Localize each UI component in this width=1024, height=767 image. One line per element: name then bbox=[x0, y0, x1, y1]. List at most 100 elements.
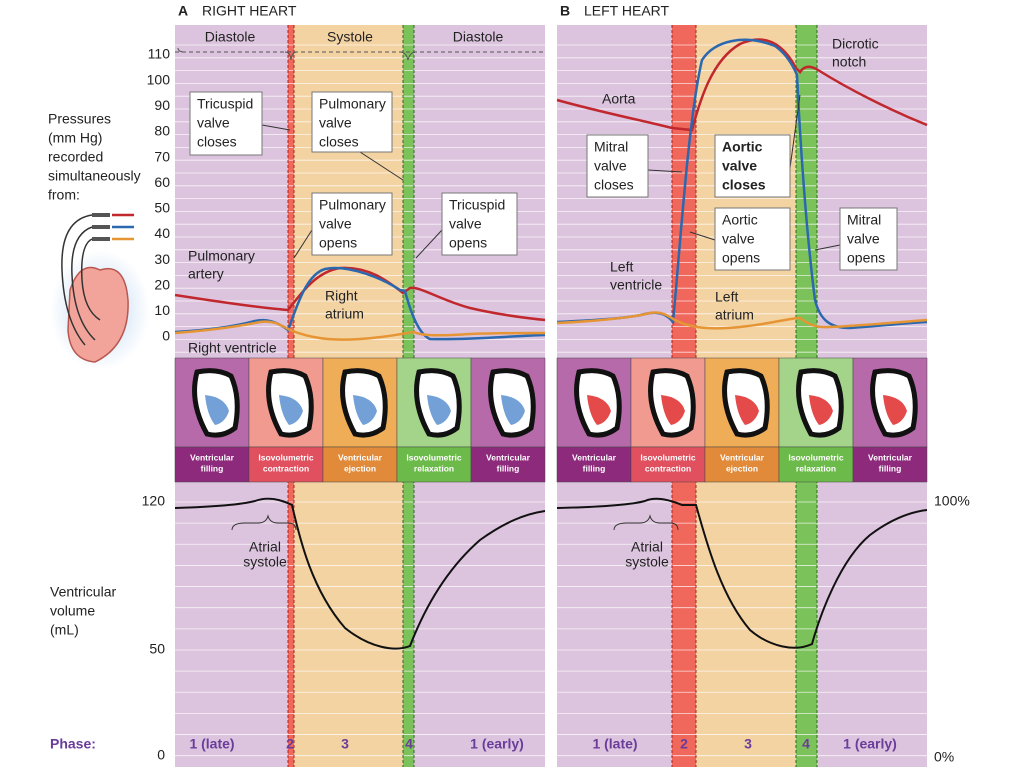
pressure-tick: 50 bbox=[154, 200, 170, 216]
phase-bar bbox=[322, 446, 398, 483]
heart-chamber bbox=[205, 395, 229, 425]
ejection-band bbox=[294, 482, 403, 767]
callout-text: valve bbox=[722, 158, 757, 174]
pressure-curve bbox=[174, 266, 546, 322]
phase-name: Ventricular bbox=[720, 452, 765, 462]
curve-label: Right ventricle bbox=[188, 340, 277, 356]
panel-letter: B bbox=[560, 3, 570, 19]
volume-curve bbox=[556, 497, 928, 649]
curve-label: atrium bbox=[325, 306, 364, 322]
brace bbox=[177, 47, 417, 61]
phase-number: 4 bbox=[802, 736, 810, 752]
phase-name: relaxation bbox=[414, 463, 454, 473]
period-label: Diastole bbox=[453, 29, 504, 45]
heart-chamber bbox=[735, 395, 759, 425]
callout-text: closes bbox=[722, 177, 766, 193]
phase-name: ejection bbox=[344, 463, 376, 473]
atrial-systole-label: Atrial bbox=[249, 539, 281, 555]
leader bbox=[689, 231, 716, 241]
callout-text: opens bbox=[722, 250, 760, 266]
pressure-curve bbox=[556, 38, 928, 132]
phase-name: filling bbox=[201, 463, 224, 473]
leader bbox=[261, 124, 291, 131]
pressure-curve bbox=[556, 311, 928, 330]
curve-label: Left bbox=[610, 259, 633, 275]
pressure-tick: 0 bbox=[162, 328, 170, 344]
phase-name: Isovolumetric bbox=[406, 452, 462, 462]
callout-text: opens bbox=[449, 235, 487, 251]
phase-name: Ventricular bbox=[190, 452, 235, 462]
callout-box bbox=[189, 91, 263, 156]
curve-label: notch bbox=[832, 54, 866, 70]
panel-title: RIGHT HEART bbox=[202, 3, 297, 19]
phase-name: relaxation bbox=[796, 463, 836, 473]
callout-text: valve bbox=[449, 216, 482, 232]
atrial-systole-label: Atrial bbox=[631, 539, 663, 555]
atrial-brace bbox=[231, 514, 297, 531]
callout-text: Mitral bbox=[594, 139, 628, 155]
callout-text: Aortic bbox=[722, 212, 758, 228]
pressure-label: (mm Hg) bbox=[48, 130, 102, 146]
foreground: Pressures (mm Hg) recorded simultaneously fr… bbox=[48, 3, 970, 765]
leader bbox=[789, 94, 801, 169]
leader bbox=[814, 244, 841, 251]
relaxation-band bbox=[403, 482, 414, 767]
phase-name: Ventricular bbox=[338, 452, 383, 462]
heart-chamber bbox=[501, 395, 525, 425]
leader bbox=[359, 151, 404, 181]
callout-text: valve bbox=[319, 216, 352, 232]
callout-text: valve bbox=[722, 231, 755, 247]
pressure-curve bbox=[174, 320, 546, 341]
heart-chamber bbox=[427, 395, 451, 425]
pressure-tick: 80 bbox=[154, 123, 170, 139]
panel-letter: A bbox=[178, 3, 188, 19]
relaxation-band bbox=[403, 25, 414, 358]
phase-number: 1 (late) bbox=[592, 736, 637, 752]
pressure-tick: 70 bbox=[154, 148, 170, 164]
heart-chamber bbox=[353, 395, 377, 425]
phase-bar bbox=[396, 446, 472, 483]
phase-name: filling bbox=[879, 463, 902, 473]
phase-bar bbox=[778, 446, 854, 483]
panel-title: LEFT HEART bbox=[584, 3, 670, 19]
atrial-systole-label: systole bbox=[625, 554, 669, 570]
catheter-icon bbox=[50, 213, 150, 370]
atrial-systole-label: systole bbox=[243, 554, 287, 570]
phase-name: filling bbox=[497, 463, 520, 473]
callout-text: Aortic bbox=[722, 139, 763, 155]
curve-label: ventricle bbox=[610, 277, 662, 293]
callout-box bbox=[714, 207, 791, 271]
callout-text: Mitral bbox=[847, 212, 881, 228]
phase-name: Isovolumetric bbox=[258, 452, 314, 462]
pressure-tick: 100 bbox=[147, 71, 171, 87]
callout-text: Tricuspid bbox=[449, 197, 505, 213]
volume-label: volume bbox=[50, 603, 95, 619]
callout-text: valve bbox=[197, 115, 230, 131]
callout-text: closes bbox=[594, 177, 634, 193]
pressure-label: simultaneously bbox=[48, 168, 141, 184]
percent-tick: 0% bbox=[934, 749, 954, 765]
phase-name: contraction bbox=[263, 463, 309, 473]
phase-name: Isovolumetric bbox=[788, 452, 844, 462]
pressure-tick: 40 bbox=[154, 225, 170, 241]
volume-label: (mL) bbox=[50, 622, 79, 638]
phase-number: 1 (early) bbox=[470, 736, 524, 752]
heart-chamber bbox=[883, 395, 907, 425]
phase-name: Ventricular bbox=[572, 452, 617, 462]
callout-text: Pulmonary bbox=[319, 197, 386, 213]
volume-tick: 50 bbox=[149, 641, 165, 657]
curve-label: artery bbox=[188, 266, 224, 282]
pressure-tick: 30 bbox=[154, 251, 170, 267]
callout-box bbox=[311, 91, 393, 153]
pressure-tick: 60 bbox=[154, 174, 170, 190]
pressure-curve bbox=[174, 266, 546, 341]
heart-chamber bbox=[809, 395, 833, 425]
volume-tick: 120 bbox=[142, 493, 166, 509]
pressure-tick: 110 bbox=[148, 46, 171, 62]
callout-box bbox=[311, 192, 393, 256]
callout-text: closes bbox=[319, 134, 359, 150]
pressure-tick: 20 bbox=[154, 276, 170, 292]
ejection-band bbox=[294, 25, 403, 358]
phase-bar bbox=[248, 446, 324, 483]
pressure-label: from: bbox=[48, 187, 80, 203]
